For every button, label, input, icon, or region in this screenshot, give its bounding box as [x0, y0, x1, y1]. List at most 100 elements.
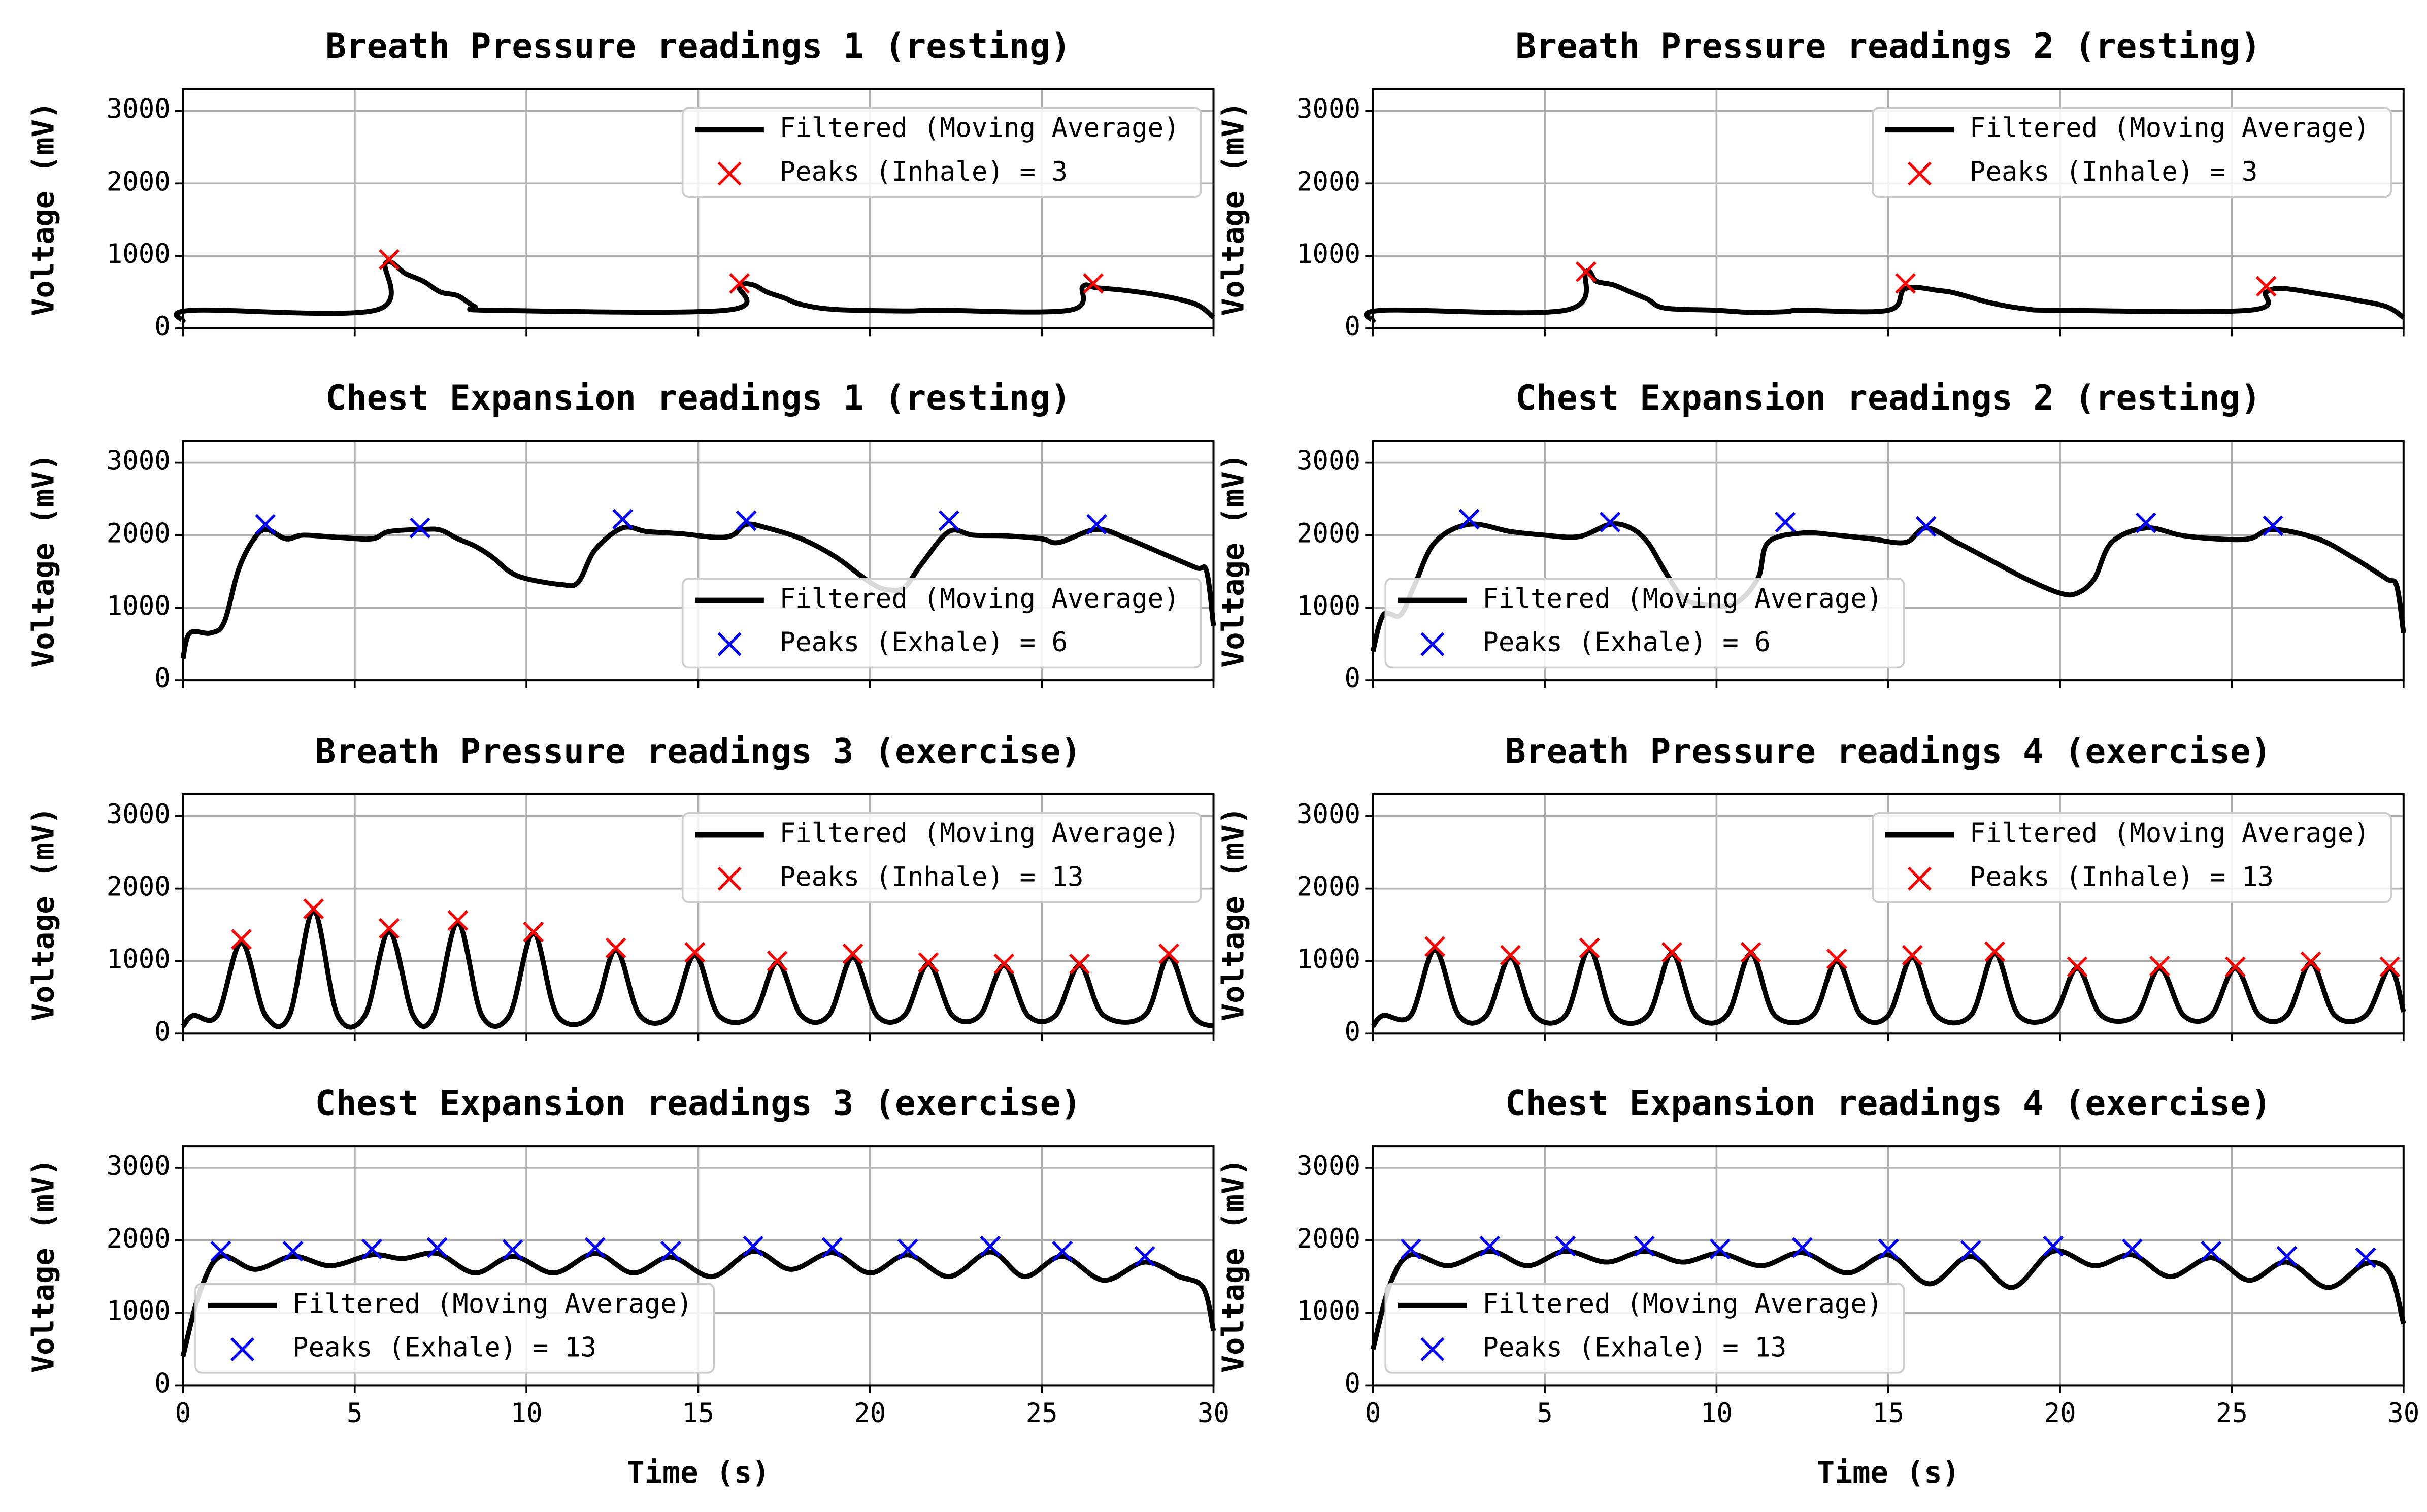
peak-marker: [1661, 942, 1682, 963]
legend: Filtered (Moving Average) Peaks (Exhale) …: [1384, 578, 1905, 669]
peak-marker: [2224, 956, 2246, 978]
peak-marker: [255, 514, 276, 535]
legend: Filtered (Moving Average) Peaks (Exhale) …: [194, 1283, 715, 1374]
signal-line: [1364, 268, 2405, 324]
axes-frame: [1372, 793, 2405, 1035]
subplot: 0 1000 2000 3000 Chest Expansion readings 2 …: [1216, 378, 2406, 694]
legend-box: [681, 107, 1202, 198]
peak-marker: [2379, 956, 2401, 978]
y-axis-label: Voltage (mV): [1216, 1158, 1251, 1373]
x-tick-label: 5: [347, 1398, 363, 1429]
peak-marker: [939, 510, 959, 531]
peak-marker: [993, 953, 1015, 975]
x-tick-label: 10: [511, 1398, 543, 1429]
legend-marker: [1420, 632, 1445, 656]
peak-marker: [821, 1237, 843, 1258]
subplot-title: Chest Expansion readings 1 (resting): [325, 378, 1071, 418]
legend-label: Filtered (Moving Average): [1482, 1288, 1882, 1319]
y-tick-label: 2000: [1296, 166, 1360, 197]
peak-marker: [303, 898, 324, 920]
legend: Filtered (Moving Average) Peaks (Exhale) …: [681, 578, 1202, 669]
legend: Filtered (Moving Average) Peaks (Inhale) …: [681, 812, 1202, 903]
legend-label: Peaks (Exhale) = 6: [1482, 627, 1770, 658]
x-tick-label: 20: [2044, 1398, 2076, 1429]
legend-marker: [1907, 161, 1932, 186]
peak-marker: [2201, 1240, 2222, 1262]
peak-marker: [842, 943, 863, 964]
legend: Filtered (Moving Average) Peaks (Inhale) …: [1872, 812, 2392, 903]
y-tick-label: 3000: [107, 1151, 171, 1182]
subplot-title: Chest Expansion readings 3 (exercise): [315, 1083, 1082, 1123]
subplot-title: Chest Expansion readings 2 (resting): [1515, 378, 2261, 418]
peak-marker: [897, 1238, 918, 1260]
y-tick-label: 2000: [1296, 518, 1360, 549]
peak-marker: [585, 1237, 606, 1258]
peak-marker: [210, 1240, 231, 1262]
y-tick-label: 3000: [1296, 93, 1360, 124]
y-axis-label: Voltage (mV): [26, 807, 60, 1021]
legend-box: [681, 812, 1202, 903]
subplot-title: Chest Expansion readings 4 (exercise): [1505, 1083, 2272, 1123]
peak-marker: [1709, 1238, 1731, 1260]
peak-marker: [605, 937, 626, 959]
peak-marker: [1792, 1237, 1813, 1258]
y-tick-label: 1000: [107, 1296, 171, 1327]
peak-marker: [361, 1238, 383, 1260]
peak-marker: [918, 952, 939, 973]
y-tick-label: 1000: [107, 239, 171, 270]
peak-marker: [2149, 956, 2170, 977]
peak-marker: [2067, 956, 2088, 978]
signal-line: [1370, 521, 2406, 652]
peak-marker: [2135, 512, 2156, 533]
peak-marker: [743, 1235, 764, 1257]
legend-label: Peaks (Inhale) = 3: [1970, 156, 2257, 187]
legend-label: Filtered (Moving Average): [780, 583, 1180, 614]
peak-marker: [660, 1240, 681, 1262]
subplot: 0 1000 2000 3000 Breath Pressure readings 4 …: [1216, 731, 2406, 1047]
y-tick-label: 0: [1345, 311, 1361, 342]
axes-frame: [182, 1145, 1215, 1387]
x-tick-label: 25: [2216, 1398, 2248, 1429]
legend-box: [194, 1283, 715, 1374]
x-tick-label: 5: [1537, 1398, 1553, 1429]
x-tick-label: 15: [682, 1398, 714, 1429]
y-tick-label: 2000: [1296, 871, 1360, 902]
legend-marker: [717, 161, 742, 186]
legend-label: Peaks (Inhale) = 3: [780, 156, 1068, 187]
peak-marker: [1069, 953, 1090, 975]
peak-marker: [2255, 276, 2277, 297]
y-tick-label: 1000: [1296, 1296, 1360, 1327]
axes-frame: [1372, 440, 2405, 682]
legend-label: Filtered (Moving Average): [1970, 818, 2370, 849]
legend-marker: [230, 1337, 255, 1362]
subplot: 0 1000 2000 3000 Chest Expansion readings 1 …: [26, 378, 1216, 694]
peak-marker: [1479, 1235, 1501, 1257]
axes-frame: [1372, 1145, 2405, 1387]
legend-label: Filtered (Moving Average): [292, 1288, 692, 1319]
legend: Filtered (Moving Average) Peaks (Inhale) …: [681, 107, 1202, 198]
legend: Filtered (Moving Average) Peaks (Exhale) …: [1384, 1283, 1905, 1374]
subplot-title: Breath Pressure readings 3 (exercise): [315, 731, 1082, 771]
legend-marker: [717, 866, 742, 891]
signal-line: [181, 909, 1215, 1030]
peak-marker: [1740, 942, 1761, 963]
peak-marker: [2043, 1235, 2064, 1257]
peak-marker: [409, 517, 430, 539]
peak-marker: [1878, 1238, 1899, 1260]
y-axis-label: Voltage (mV): [26, 102, 60, 316]
legend-box: [681, 578, 1202, 669]
peak-marker: [1400, 1238, 1421, 1260]
y-tick-label: 0: [154, 1368, 171, 1399]
axes-frame: [182, 440, 1215, 682]
legend-label: Peaks (Exhale) = 13: [1482, 1332, 1786, 1363]
subplot: 0 1000 2000 3000 Breath Pressure readings 1 …: [26, 26, 1215, 342]
peak-marker: [2263, 515, 2284, 536]
y-tick-label: 0: [1345, 1368, 1361, 1399]
peak-marker: [729, 273, 750, 294]
peak-marker: [282, 1240, 304, 1262]
y-tick-label: 0: [154, 311, 171, 342]
peak-marker: [767, 951, 788, 971]
peak-marker: [1634, 1235, 1655, 1257]
legend-label: Peaks (Inhale) = 13: [780, 861, 1084, 892]
y-tick-label: 2000: [107, 166, 171, 197]
